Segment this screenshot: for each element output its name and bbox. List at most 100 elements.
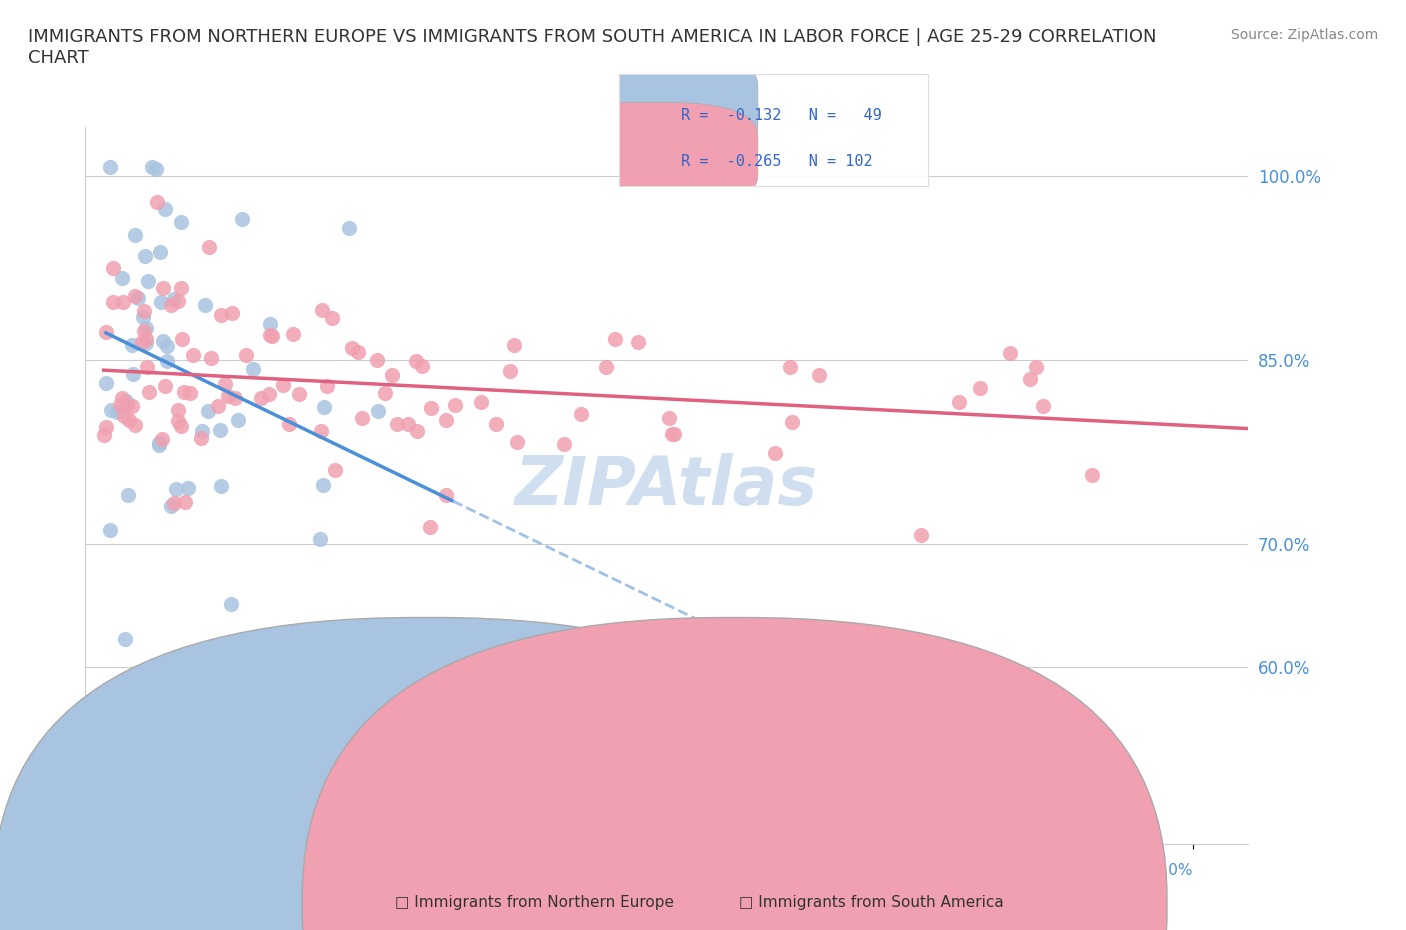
Point <box>321 311 343 325</box>
Point <box>661 427 683 442</box>
Point <box>122 366 145 381</box>
Text: 0.0%: 0.0% <box>94 863 134 878</box>
Point <box>170 215 193 230</box>
Point <box>124 228 146 243</box>
Point <box>111 270 134 285</box>
Point <box>152 281 174 296</box>
Point <box>259 386 281 401</box>
Point <box>260 328 283 343</box>
Point <box>259 327 281 342</box>
Point <box>347 344 370 359</box>
Point <box>181 348 204 363</box>
Point <box>910 527 932 542</box>
Point <box>148 438 170 453</box>
Point <box>312 478 335 493</box>
Point <box>160 498 183 513</box>
Point <box>405 353 427 368</box>
Point <box>124 418 146 432</box>
Point <box>163 291 186 306</box>
Point <box>93 428 115 443</box>
Point <box>152 334 174 349</box>
Point <box>405 424 427 439</box>
Point <box>179 386 201 401</box>
Point <box>149 245 172 259</box>
Point <box>155 202 177 217</box>
Point <box>503 338 526 352</box>
Text: R =  -0.132   N =   49: R = -0.132 N = 49 <box>681 108 882 123</box>
Point <box>148 435 170 450</box>
Point <box>419 519 441 534</box>
Point <box>150 432 173 446</box>
Text: IMMIGRANTS FROM NORTHERN EUROPE VS IMMIGRANTS FROM SOUTH AMERICA IN LABOR FORCE : IMMIGRANTS FROM NORTHERN EUROPE VS IMMIG… <box>28 28 1157 67</box>
Point <box>595 360 617 375</box>
Point <box>217 389 239 404</box>
Point <box>411 358 433 373</box>
Point <box>100 159 122 174</box>
Point <box>174 495 197 510</box>
Point <box>998 345 1021 360</box>
Point <box>200 351 222 365</box>
Point <box>135 336 157 351</box>
Point <box>969 381 991 396</box>
Point <box>420 401 443 416</box>
Point <box>1032 398 1054 413</box>
Point <box>121 337 143 352</box>
Point <box>311 302 333 317</box>
Point <box>198 240 221 255</box>
Point <box>131 335 153 350</box>
Point <box>94 376 117 391</box>
Point <box>1244 358 1267 373</box>
Point <box>163 495 186 510</box>
Point <box>214 377 236 392</box>
Point <box>340 340 363 355</box>
Point <box>444 398 467 413</box>
Point <box>132 310 155 325</box>
Point <box>127 290 149 305</box>
Point <box>366 352 388 367</box>
Point <box>209 478 232 493</box>
Point <box>135 360 157 375</box>
Point <box>134 249 156 264</box>
Point <box>156 339 179 353</box>
Point <box>124 289 146 304</box>
Point <box>1019 372 1042 387</box>
Point <box>145 195 167 210</box>
Text: □ Immigrants from South America: □ Immigrants from South America <box>740 895 1004 910</box>
Point <box>283 326 305 341</box>
Point <box>381 367 404 382</box>
Point <box>190 423 212 438</box>
Point <box>259 316 281 331</box>
Point <box>350 411 373 426</box>
Point <box>782 414 804 429</box>
Point <box>114 394 136 409</box>
Point <box>235 347 257 362</box>
Point <box>105 405 128 419</box>
Point <box>194 298 217 312</box>
Point <box>221 305 243 320</box>
Point <box>111 391 134 405</box>
Point <box>138 384 160 399</box>
Point <box>108 398 131 413</box>
Point <box>763 445 786 460</box>
Point <box>190 431 212 445</box>
Point <box>165 482 187 497</box>
Point <box>316 379 339 393</box>
Point <box>374 386 396 401</box>
Point <box>499 364 522 379</box>
Point <box>167 402 190 417</box>
Text: Source: ZipAtlas.com: Source: ZipAtlas.com <box>1230 28 1378 42</box>
Point <box>485 417 508 432</box>
Point <box>323 462 346 477</box>
Point <box>118 412 141 427</box>
Point <box>114 631 136 646</box>
FancyBboxPatch shape <box>536 102 758 208</box>
Point <box>603 331 626 346</box>
Point <box>150 295 173 310</box>
Point <box>396 417 419 432</box>
Point <box>948 394 970 409</box>
Point <box>226 412 249 427</box>
Text: □ Immigrants from Northern Europe: □ Immigrants from Northern Europe <box>395 895 673 910</box>
Point <box>209 308 232 323</box>
Point <box>112 409 135 424</box>
Point <box>117 487 139 502</box>
